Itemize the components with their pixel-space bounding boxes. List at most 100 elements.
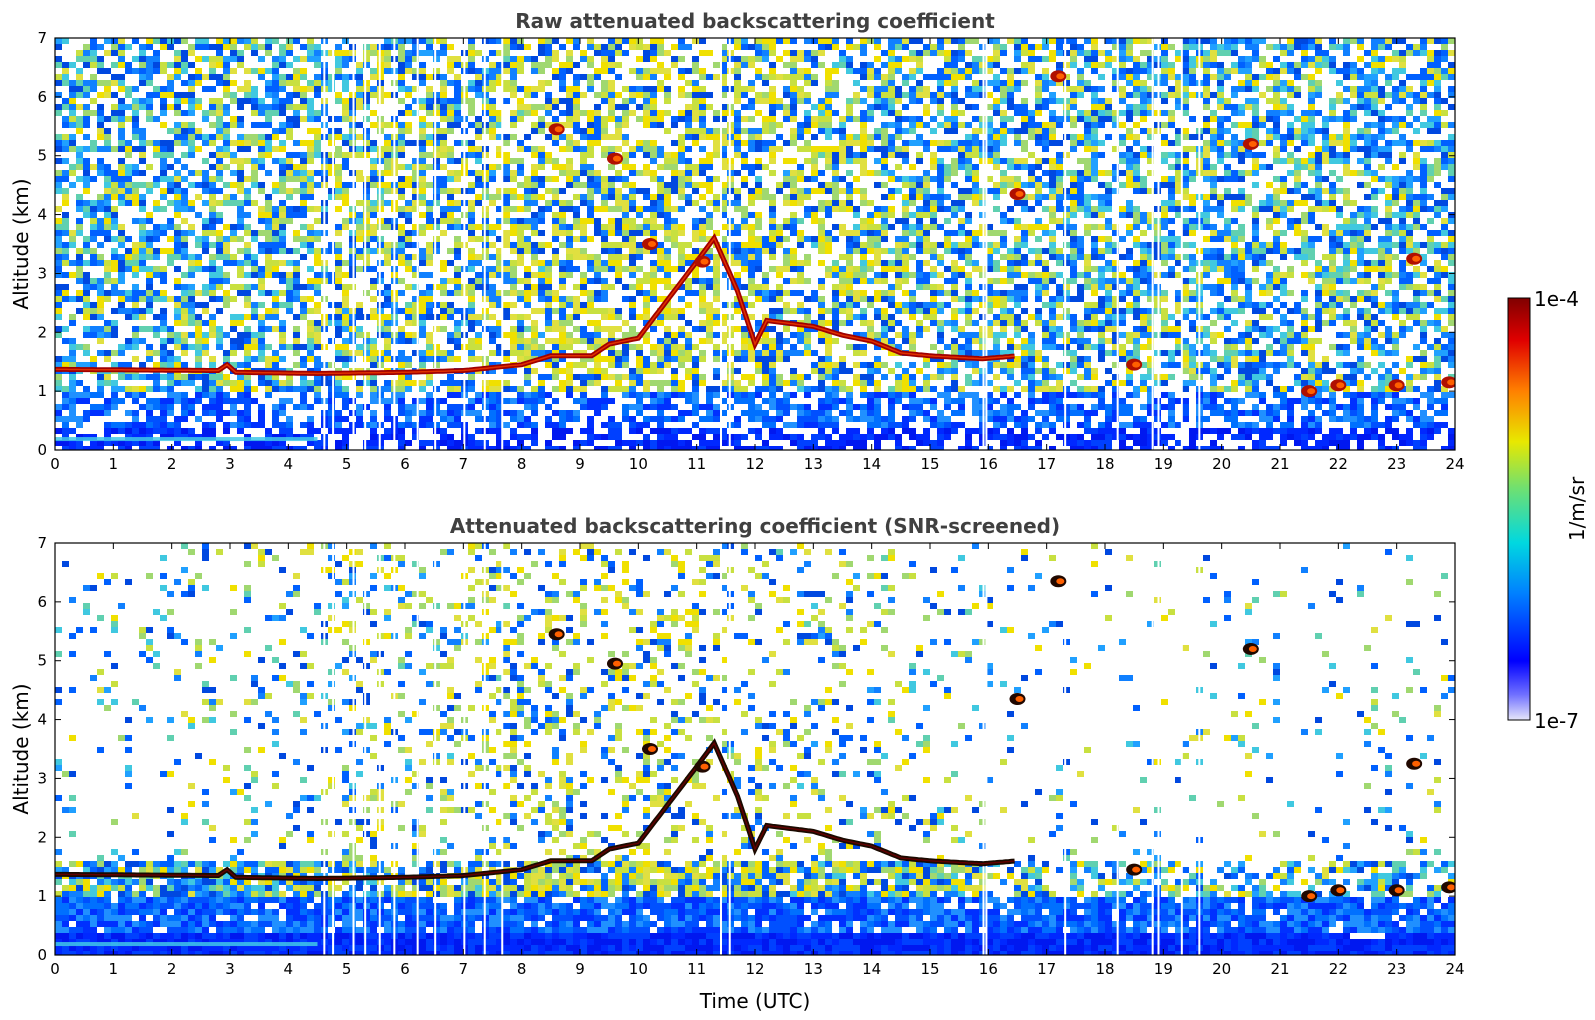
boundary-layer-core [55,236,1015,375]
cloud-core [554,631,563,638]
y-tick-label: 0 [37,441,47,459]
x-tick-label: 6 [400,960,410,978]
data-gap [352,38,355,450]
panel-raw: Raw attenuated backscattering coefficien… [9,9,1465,473]
y-tick-label: 7 [37,29,47,47]
cloud-core [1336,382,1345,389]
y-axis-label-screened: Altitude (km) [9,683,33,814]
data-gap [1198,38,1201,450]
x-tick-label: 17 [1037,455,1056,473]
data-gap [393,38,396,450]
data-gap [434,543,437,955]
data-gap [352,543,355,955]
cloud-core [1056,73,1065,80]
x-tick-label: 1 [109,455,119,473]
x-tick-label: 2 [167,960,177,978]
data-gap [1180,38,1183,450]
x-tick-label: 22 [1329,455,1348,473]
x-tick-label: 16 [979,960,998,978]
data-gap [483,38,486,450]
cloud-core [1307,893,1316,900]
panel-title-raw: Raw attenuated backscattering coefficien… [515,9,995,33]
colorbar-max-label: 1e-4 [1534,287,1579,311]
x-tick-label: 24 [1445,455,1464,473]
x-tick-label: 21 [1270,455,1289,473]
x-tick-label: 8 [517,455,527,473]
x-tick-label: 2 [167,455,177,473]
cloud-core [1132,361,1141,368]
panel-title-screened: Attenuated backscattering coefficient (S… [450,514,1060,538]
data-gap [1180,543,1183,955]
cloud-core [1336,887,1345,894]
y-tick-label: 6 [37,593,47,611]
axes-screened: 0 1 2 3 4 5 6 7 8 9 10 11 12 13 14 15 16 17 18 19 20 21 22 23 24… [37,534,1464,978]
data-gap [501,543,504,955]
x-tick-label: 18 [1095,960,1114,978]
data-gap [985,543,988,955]
data-gap [416,543,419,955]
y-tick-label: 4 [37,206,47,224]
data-gap [720,543,722,955]
x-tick-label: 4 [284,455,294,473]
data-gap [1116,38,1119,450]
data-gap [982,543,985,955]
x-tick-label: 12 [745,455,764,473]
data-gap [416,38,419,450]
y-tick-label: 4 [37,711,47,729]
x-tick-label: 5 [342,960,352,978]
data-gap [332,38,335,450]
y-tick-label: 2 [37,828,47,846]
data-gap [323,38,326,450]
y-tick-label: 3 [37,264,47,282]
colorbar-min-label: 1e-7 [1534,709,1579,733]
cloud-core [1394,887,1403,894]
x-tick-label: 0 [50,960,60,978]
colorbar-unit-label: 1/m/sr [1565,476,1589,541]
data-gap [501,38,504,450]
cloud-core [1412,255,1421,262]
x-tick-label: 14 [862,960,881,978]
data-gap [1157,38,1160,450]
x-tick-label: 9 [575,960,585,978]
data-gap [1151,38,1154,450]
data-gap [332,543,335,955]
heatmap-raw [55,38,1455,450]
data-gap [728,543,731,955]
x-tick-label: 20 [1212,960,1231,978]
data-gap [483,543,486,955]
data-gap [364,38,367,450]
cloud-core [613,660,621,667]
cloud-core [700,763,709,770]
data-gap [728,38,731,450]
surface-layer [55,942,318,947]
colorbar: 1e-4 1e-7 1/m/sr [1507,287,1589,733]
y-tick-label: 2 [37,323,47,341]
x-tick-label: 13 [804,455,823,473]
y-tick-label: 6 [37,88,47,106]
x-tick-label: 4 [284,960,294,978]
y-tick-label: 3 [37,769,47,787]
cloud-core [1447,379,1455,386]
data-gap [982,38,985,450]
surface-layer [55,437,318,442]
boundary-layer-core [55,741,1015,880]
y-tick-label: 1 [37,382,47,400]
x-tick-label: 7 [459,455,469,473]
x-tick-label: 10 [629,960,648,978]
x-tick-label: 7 [459,960,469,978]
x-tick-label: 18 [1095,455,1114,473]
y-tick-label: 7 [37,534,47,552]
x-tick-label: 16 [979,455,998,473]
x-tick-label: 15 [920,960,939,978]
x-tick-label: 9 [575,455,585,473]
x-tick-label: 11 [687,455,706,473]
x-tick-label: 11 [687,960,706,978]
cloud-core [1447,884,1455,891]
x-tick-label: 12 [745,960,764,978]
cloud-core [1248,645,1257,652]
x-tick-label: 21 [1270,960,1289,978]
data-gap [1116,543,1119,955]
x-axis-label: Time (UTC) [699,989,811,1013]
cloud-core [1248,140,1257,147]
